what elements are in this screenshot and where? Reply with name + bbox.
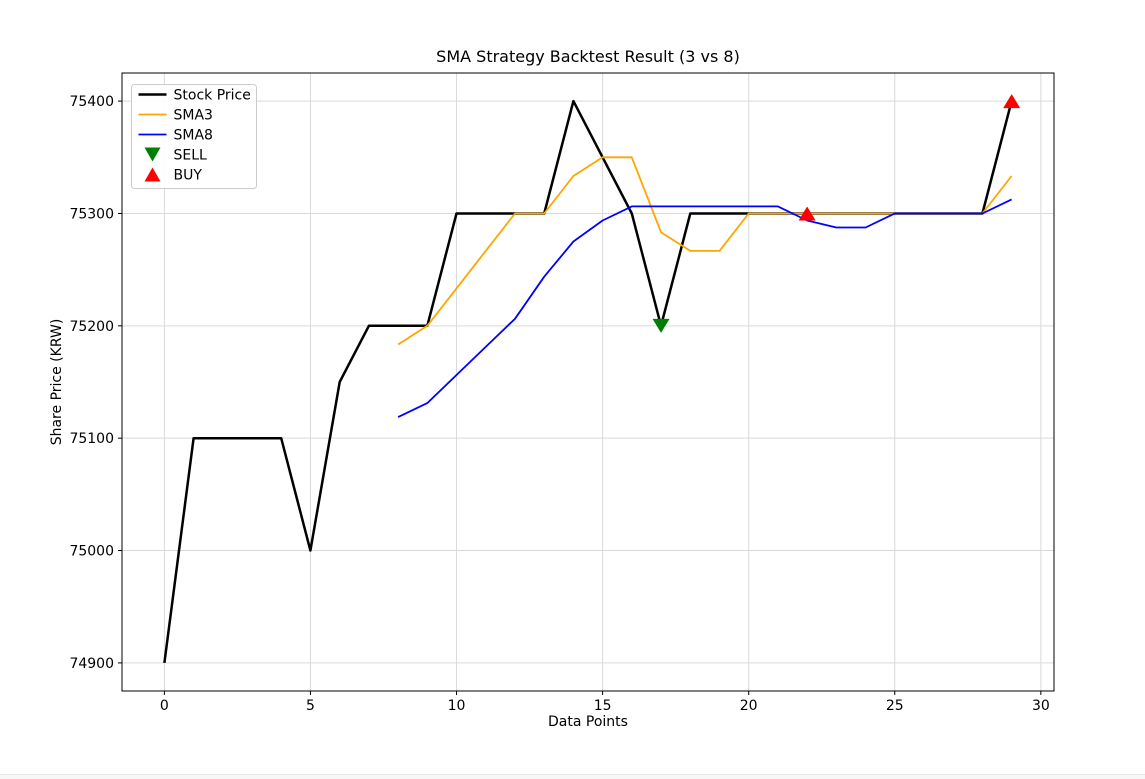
y-axis-label: Share Price (KRW) (49, 318, 65, 446)
legend-item: Stock Price (138, 88, 251, 104)
x-tick-label: 5 (306, 698, 315, 714)
y-tick-label: 75300 (69, 206, 114, 222)
plot-border (121, 72, 1055, 692)
x-axis-label: Data Points (548, 714, 628, 730)
legend-label: SELL (174, 148, 208, 164)
legend-item: BUY (144, 167, 203, 184)
buy-marker (798, 206, 816, 221)
legend-label: BUY (174, 168, 203, 184)
chart-title: SMA Strategy Backtest Result (3 vs 8) (436, 47, 740, 66)
y-tick-label: 75200 (69, 319, 114, 335)
legend: Stock Price SMA3 SMA8 SELL BUY (131, 84, 257, 189)
y-tick-label: 75000 (69, 544, 114, 560)
x-tick-label: 30 (1032, 698, 1050, 714)
legend-swatch-triangle-down-icon (144, 147, 161, 162)
legend-box (131, 84, 257, 189)
series-stock-price-line (163, 99, 1013, 664)
legend-label: Stock Price (174, 88, 251, 104)
x-tick-label: 0 (160, 698, 169, 714)
legend-item: SELL (144, 147, 208, 164)
buy-marker (1003, 94, 1021, 109)
legend-label: SMA3 (174, 108, 213, 124)
sell-marker (652, 318, 670, 333)
series-sma3-line (397, 156, 1013, 346)
y-tick-label: 75400 (69, 94, 114, 110)
x-tick-label: 25 (886, 698, 904, 714)
series-sma8-line (397, 198, 1012, 418)
legend-item: SMA8 (138, 128, 213, 144)
window-bottom-strip (0, 774, 1145, 779)
legend-swatch-triangle-up-icon (144, 167, 161, 182)
x-tick-label: 15 (594, 698, 612, 714)
x-tick-label: 10 (448, 698, 466, 714)
x-tick-label: 20 (740, 698, 758, 714)
legend-label: SMA8 (174, 128, 213, 144)
y-tick-label: 74900 (69, 656, 114, 672)
y-tick-label: 75100 (69, 431, 114, 447)
legend-item: SMA3 (138, 108, 213, 124)
